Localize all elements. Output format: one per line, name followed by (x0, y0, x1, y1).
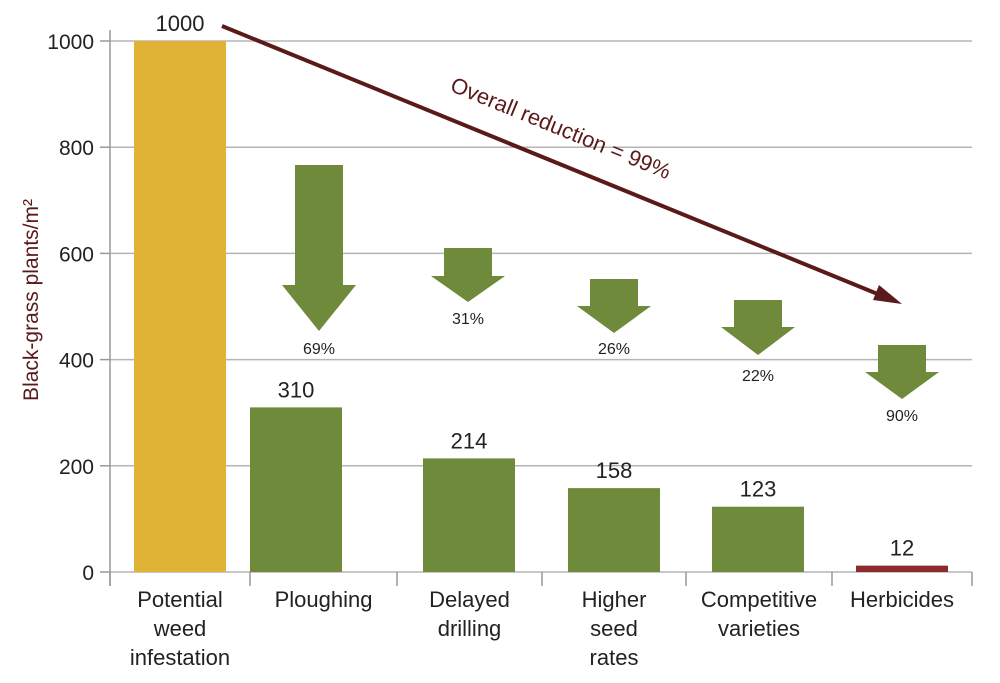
down-arrow-icon (577, 279, 651, 333)
overall-reduction-arrowhead (873, 285, 902, 304)
y-tick-label: 1000 (47, 31, 94, 54)
bar (423, 458, 515, 572)
reduction-percent-label: 31% (452, 311, 484, 328)
reduction-percent-label: 69% (303, 341, 335, 358)
down-arrow-icon (721, 300, 795, 355)
bar-value-label: 214 (451, 428, 488, 453)
bar (712, 506, 804, 572)
bar (856, 565, 948, 572)
down-arrow-icon (431, 248, 505, 302)
x-category-label: varieties (718, 616, 800, 641)
x-category-label: infestation (130, 645, 230, 670)
y-tick-label: 200 (59, 456, 94, 479)
bar-value-label: 1000 (156, 11, 205, 36)
x-category-label: weed (153, 616, 207, 641)
x-category-label: drilling (438, 616, 502, 641)
down-arrow-icon (865, 345, 939, 399)
x-category-label: Potential (137, 587, 223, 612)
x-category-label: seed (590, 616, 638, 641)
x-category-label: Competitive (701, 587, 817, 612)
bar (250, 407, 342, 572)
reduction-percent-label: 22% (742, 368, 774, 385)
y-tick-label: 0 (82, 562, 94, 585)
bar-value-label: 123 (740, 477, 777, 502)
bar-value-label: 158 (596, 458, 633, 483)
x-category-label: Delayed (429, 587, 510, 612)
reduction-percent-label: 90% (886, 408, 918, 425)
overall-reduction-label: Overall reduction = 99% (447, 72, 674, 184)
x-category-label: Herbicides (850, 587, 954, 612)
y-tick-label: 400 (59, 350, 94, 373)
y-tick-label: 800 (59, 137, 94, 160)
bar-value-label: 12 (890, 536, 914, 561)
x-category-label: Higher (582, 587, 647, 612)
bar (568, 488, 660, 572)
x-category-label: Ploughing (275, 587, 373, 612)
y-tick-label: 600 (59, 243, 94, 266)
y-axis-label: Black-grass plants/m² (20, 199, 43, 401)
bars: 1000 310 214 158 123 12 (134, 11, 948, 572)
bar (134, 41, 226, 572)
overall-reduction-arrow (221, 24, 886, 299)
bar-value-label: 310 (278, 377, 315, 402)
x-axis-labels: Potential weed infestation Ploughing Delayed… (130, 587, 954, 670)
reduction-arrows: 69% 31% 26% 22% 90% (282, 165, 939, 425)
x-category-label: rates (590, 645, 639, 670)
y-axis-ticks: 0 200 400 600 800 1000 (47, 31, 110, 585)
down-arrow-icon (282, 165, 356, 331)
reduction-percent-label: 26% (598, 341, 630, 358)
